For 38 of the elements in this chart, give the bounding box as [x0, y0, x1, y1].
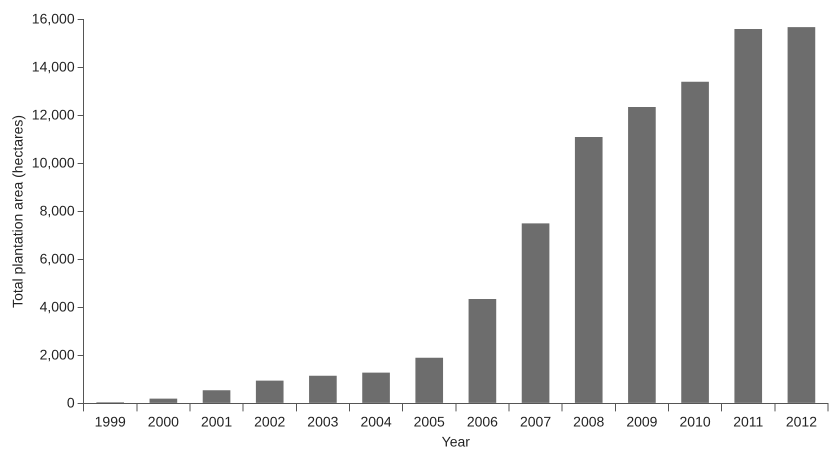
- y-tick-label: 0: [66, 394, 75, 410]
- x-tick-label: 2002: [254, 414, 286, 430]
- bar: [788, 27, 816, 403]
- y-tick-label: 4,000: [40, 298, 75, 314]
- bar: [202, 390, 230, 403]
- bar: [415, 358, 444, 403]
- x-tick-label: 1999: [94, 414, 126, 430]
- x-tick-label: 2000: [148, 414, 180, 430]
- bar: [150, 398, 178, 403]
- x-tick-label: 2009: [626, 414, 658, 430]
- y-axis-title: Total plantation area (hectares): [9, 114, 26, 308]
- bar: [309, 376, 337, 403]
- x-tick-label: 2008: [573, 414, 605, 430]
- bar: [574, 137, 603, 403]
- bar: [468, 299, 496, 403]
- y-tick-label: 2,000: [40, 346, 75, 362]
- y-tick-label: 14,000: [32, 58, 75, 74]
- bar: [681, 82, 709, 403]
- bar: [628, 107, 656, 403]
- y-tick-label: 10,000: [32, 154, 75, 170]
- x-axis-title: Year: [442, 433, 470, 450]
- x-tick-label: 2005: [414, 414, 446, 430]
- bar: [734, 29, 762, 403]
- x-tick-label: 2006: [466, 414, 498, 430]
- x-tick-label: 2003: [307, 414, 339, 430]
- y-tick-label: 8,000: [40, 202, 75, 218]
- y-tick-label: 6,000: [40, 250, 75, 266]
- x-tick-label: 2010: [679, 414, 711, 430]
- x-tick-label: 2011: [733, 414, 764, 430]
- y-tick-label: 12,000: [32, 106, 75, 122]
- y-tick-label: 16,000: [32, 10, 75, 26]
- bar: [362, 372, 390, 403]
- x-tick-label: 2001: [200, 414, 232, 430]
- x-tick-label: 2004: [360, 414, 392, 430]
- bar: [256, 380, 284, 403]
- x-tick-label: 2012: [786, 414, 818, 430]
- bar: [522, 223, 550, 403]
- x-tick-label: 2007: [520, 414, 552, 430]
